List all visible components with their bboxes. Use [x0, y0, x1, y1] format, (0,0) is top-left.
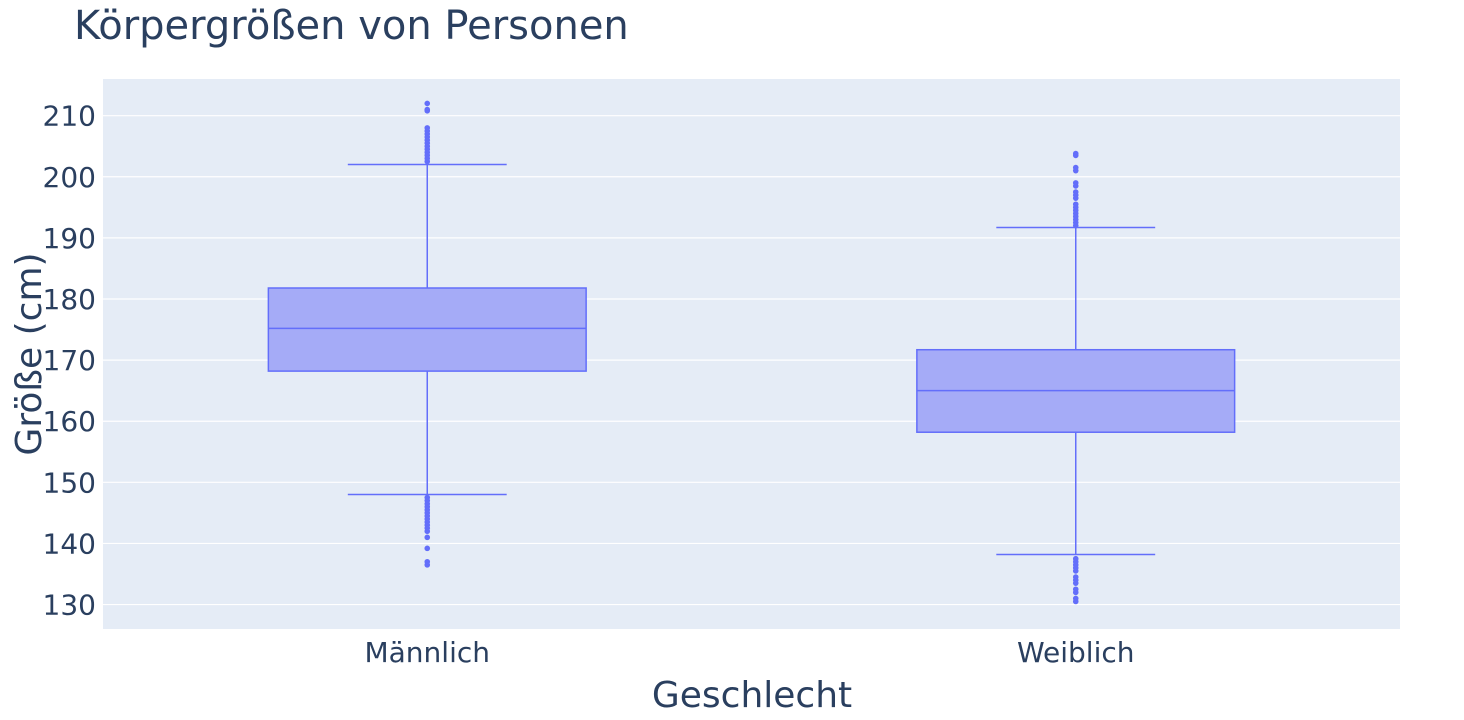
outlier-point-28: [424, 545, 431, 552]
box-1: [916, 150, 1236, 605]
outlier-point-1: [1072, 152, 1079, 159]
y-tick-labels: 130 140 150 160 170 180 190 200 210: [43, 100, 96, 622]
iqr-box: [267, 287, 587, 372]
outlier-point-14: [424, 158, 431, 165]
x-tick-labels: Männlich Weiblich: [364, 636, 1134, 669]
box-series: [267, 100, 1236, 605]
outlier-point-26: [424, 528, 431, 535]
outlier-point-30: [424, 562, 431, 568]
outlier-point-3: [1072, 167, 1079, 174]
outlier-point-26: [1072, 589, 1079, 596]
y-gridlines: [103, 115, 1400, 606]
x-axis-title: Geschlecht: [652, 675, 852, 716]
outlier-point-0: [424, 100, 431, 107]
outlier-point-5: [1072, 183, 1079, 189]
box-0: [267, 100, 587, 568]
outlier-point-16: [1072, 222, 1079, 229]
y-tick-label-160: 160: [43, 405, 96, 438]
chart-title: Körpergrößen von Personen: [74, 3, 629, 49]
y-tick-label-200: 200: [43, 161, 96, 194]
y-tick-label-190: 190: [43, 222, 96, 255]
outlier-point-8: [1072, 195, 1079, 201]
y-tick-label-140: 140: [43, 527, 96, 560]
x-tick-label-0: Männlich: [364, 636, 490, 669]
y-axis-title: Größe (cm): [9, 252, 50, 455]
y-tick-label-180: 180: [43, 283, 96, 316]
y-tick-label-150: 150: [43, 466, 96, 499]
outlier-point-2: [424, 107, 431, 114]
x-tick-label-1: Weiblich: [1017, 636, 1135, 669]
y-tick-label-130: 130: [43, 589, 96, 622]
outlier-point-27: [424, 534, 431, 541]
outlier-point-24: [1072, 580, 1079, 586]
outlier-point-21: [1072, 568, 1079, 574]
outlier-point-28: [1072, 598, 1079, 605]
y-tick-label-170: 170: [43, 344, 96, 377]
y-tick-label-210: 210: [43, 100, 96, 133]
